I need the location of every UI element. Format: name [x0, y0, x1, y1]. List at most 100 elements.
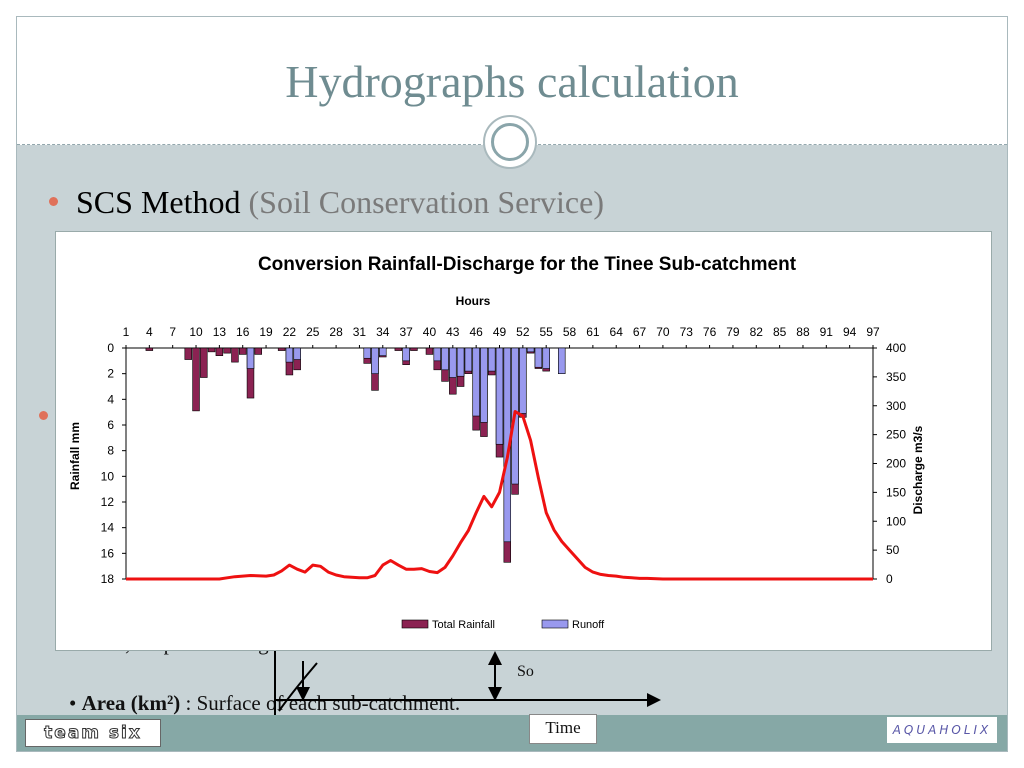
y-right-axis-label: Discharge m3/s — [911, 425, 925, 514]
x-tick-label: 76 — [703, 325, 717, 339]
so-label: So — [517, 663, 534, 680]
total-rainfall-bar — [215, 347, 224, 356]
runoff-bar — [246, 347, 255, 369]
x-tick-label: 91 — [820, 325, 834, 339]
y-left-tick-label: 18 — [101, 572, 115, 586]
x-tick-label: 4 — [146, 325, 153, 339]
x-tick-label: 55 — [540, 325, 554, 339]
x-tick-label: 13 — [213, 325, 227, 339]
x-tick-label: 37 — [399, 325, 413, 339]
x-tick-label: 94 — [843, 325, 857, 339]
x-axis-label: Hours — [456, 294, 491, 308]
x-tick-label: 22 — [283, 325, 297, 339]
x-tick-label: 16 — [236, 325, 250, 339]
x-tick-label: 88 — [796, 325, 810, 339]
x-tick-label: 43 — [446, 325, 460, 339]
y-left-tick-label: 2 — [107, 367, 114, 381]
team-six-logo: team six — [25, 719, 161, 747]
runoff-bar — [534, 347, 543, 368]
runoff-bar — [293, 347, 301, 360]
x-tick-label: 73 — [680, 325, 694, 339]
x-tick-label: 67 — [633, 325, 647, 339]
x-tick-label: 97 — [866, 325, 880, 339]
legend-label-total-rainfall: Total Rainfall — [432, 619, 495, 631]
y-left-tick-label: 12 — [101, 495, 115, 509]
runoff-bar — [519, 347, 527, 414]
runoff-bar — [379, 347, 387, 356]
header-circle-ornament — [483, 115, 537, 169]
x-tick-label: 61 — [586, 325, 600, 339]
x-tick-label: 28 — [329, 325, 343, 339]
runoff-bar — [371, 347, 379, 374]
y-left-tick-label: 16 — [101, 546, 115, 560]
total-rainfall-bar — [254, 347, 263, 355]
runoff-bar — [464, 347, 473, 372]
x-tick-label: 52 — [516, 325, 530, 339]
bullet-heading-paren: (Soil Conservation Service) — [248, 184, 604, 220]
diagram-time-arrowhead — [647, 693, 661, 707]
total-rainfall-bar — [238, 347, 247, 355]
chart-legend: Total Rainfall Runoff — [401, 619, 605, 631]
total-rainfall-bar — [394, 347, 403, 351]
y-left-axis-label: Rainfall mm — [68, 422, 82, 490]
runoff-bar — [449, 347, 457, 378]
runoff-bar — [402, 347, 410, 362]
runoff-bar — [526, 347, 535, 353]
diagram-arrow-down-head — [296, 687, 310, 701]
y-right-tick-label: 300 — [886, 399, 906, 413]
diagram-so-arrowhead-down — [488, 687, 502, 701]
x-tick-label: 7 — [169, 325, 176, 339]
diagram-curve — [278, 662, 318, 712]
legend-label-runoff: Runoff — [572, 619, 605, 631]
y-right-tick-label: 350 — [886, 370, 906, 384]
x-tick-label: 31 — [353, 325, 367, 339]
y-right-tick-label: 0 — [886, 572, 893, 586]
diagram-so-arrowhead-up — [488, 651, 502, 665]
legend-swatch-total-rainfall — [401, 619, 429, 629]
x-tick-label: 19 — [259, 325, 273, 339]
runoff-bar — [480, 347, 488, 423]
runoff-bar — [558, 347, 566, 374]
x-tick-label: 46 — [469, 325, 483, 339]
runoff-bar — [441, 347, 449, 371]
y-left-tick-label: 4 — [107, 392, 114, 406]
y-right-tick-label: 50 — [886, 543, 900, 557]
chart-bars — [145, 347, 566, 563]
rainfall-discharge-chart: Conversion Rainfall-Discharge for the Ti… — [68, 254, 925, 631]
chart-discharge-line — [126, 410, 873, 581]
runoff-bar — [433, 347, 441, 362]
aquaholix-logo: AQUAHOLIX — [887, 717, 997, 743]
runoff-bar — [285, 347, 294, 363]
x-tick-label: 1 — [123, 325, 130, 339]
x-tick-label: 25 — [306, 325, 320, 339]
x-tick-label: 10 — [189, 325, 203, 339]
total-rainfall-bar — [145, 347, 154, 351]
chart-title: Conversion Rainfall-Discharge for the Ti… — [258, 254, 797, 275]
runoff-bar — [363, 347, 371, 359]
x-tick-label: 85 — [773, 325, 787, 339]
slide-frame: Hydrographs calculation SCS Method (Soil… — [16, 16, 1008, 752]
total-rainfall-bar — [410, 347, 418, 351]
runoff-bar — [487, 347, 496, 372]
runoff-bar — [495, 347, 504, 445]
area-label: Area (km²) — [81, 691, 181, 715]
x-tick-label: 40 — [423, 325, 437, 339]
header-circle-inner — [491, 123, 529, 161]
y-left-tick-label: 6 — [107, 418, 114, 432]
y-right-tick-label: 250 — [886, 428, 906, 442]
total-rainfall-bar — [425, 347, 434, 355]
x-tick-label: 70 — [656, 325, 670, 339]
y-right-tick-label: 200 — [886, 457, 906, 471]
time-label: Time — [529, 714, 597, 744]
chart-container: Conversion Rainfall-Discharge for the Ti… — [55, 231, 992, 651]
x-tick-label: 64 — [610, 325, 624, 339]
bullet-dot — [49, 197, 58, 206]
slide-title: Hydrographs calculation — [285, 56, 739, 107]
background-diagram — [274, 647, 661, 717]
y-left-tick-label: 10 — [101, 469, 115, 483]
bullet-heading-main: SCS Method — [76, 184, 241, 220]
y-left-tick-label: 14 — [101, 521, 115, 535]
runoff-bar — [542, 347, 550, 369]
background-bullet-area: • Area (km²) : Surface of each sub-catch… — [69, 691, 461, 715]
legend-swatch-runoff — [541, 619, 569, 629]
